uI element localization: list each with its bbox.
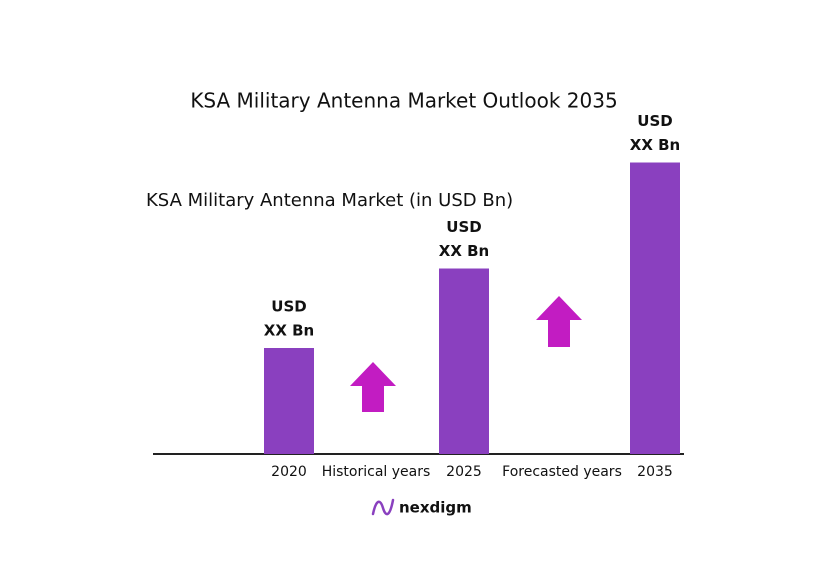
logo-text: nexdigm (399, 499, 472, 517)
value-label: XX Bn (264, 322, 314, 340)
annotation: Forecasted years (502, 464, 622, 480)
value-label: USD (446, 218, 481, 236)
value-label: USD (637, 112, 672, 130)
x-tick-label: 2035 (637, 464, 673, 480)
bar (439, 268, 489, 454)
bar (264, 348, 314, 454)
bar (630, 162, 680, 454)
value-label: XX Bn (630, 136, 680, 154)
annotation: Historical years (322, 464, 431, 480)
chart-title: KSA Military Antenna Market Outlook 2035 (190, 89, 617, 113)
logo-icon (371, 498, 395, 516)
growth-arrow (536, 296, 582, 347)
x-tick-label: 2025 (446, 464, 482, 480)
x-tick-label: 2020 (271, 464, 307, 480)
growth-arrow (350, 362, 396, 412)
value-label: USD (271, 298, 306, 316)
chart-subtitle: KSA Military Antenna Market (in USD Bn) (146, 190, 513, 211)
value-label: XX Bn (439, 242, 489, 260)
